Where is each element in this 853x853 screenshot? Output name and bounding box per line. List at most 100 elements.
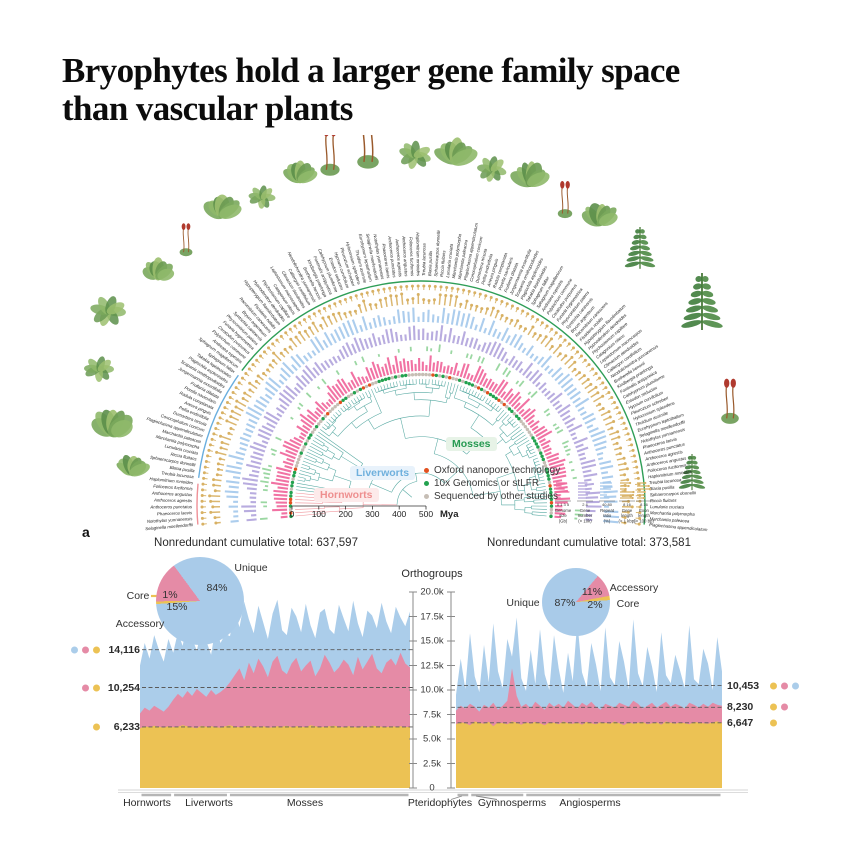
nanopore-dot-icon	[424, 468, 429, 473]
ref-dot	[781, 682, 788, 690]
plant-illustration	[477, 156, 507, 182]
species-label: Folioceros fuciformis	[647, 463, 688, 474]
plant-illustration	[320, 135, 340, 176]
svg-text:(> 100 bp): (> 100 bp)	[634, 518, 654, 523]
right-pie-unique-label: Unique	[506, 597, 540, 609]
clade-label-hornworts: Hornworts	[314, 488, 379, 502]
group-label: Pteridophytes	[407, 797, 473, 809]
bryophyte-pangene-pie	[156, 557, 244, 645]
ref-value: 10,254	[107, 681, 140, 694]
right-pie-accessory-pct: 11%	[581, 586, 603, 598]
species-label: Treubia lacunosa	[421, 243, 426, 276]
figure-title-line2: than vascular plants	[62, 88, 353, 128]
left-pie-accessory-label: Accessory	[115, 618, 165, 630]
y-axis-tick: 17.5k	[420, 611, 444, 622]
plant-illustration	[84, 356, 114, 383]
plant-illustration	[681, 273, 723, 330]
species-label: Sphaerocarpos donnellii	[650, 490, 697, 497]
plant-illustration	[434, 137, 478, 166]
legend-item: 10x Genomics or stLFR	[424, 477, 560, 490]
ref-dot	[71, 646, 78, 654]
plant-illustration	[678, 453, 706, 491]
svg-text:8 16: 8 16	[623, 502, 632, 507]
figure-title: Bryophytes hold a larger gene family spa…	[62, 52, 802, 128]
species-label: Lunularia cruciata	[650, 504, 685, 509]
y-axis-title: Orthogroups	[401, 568, 463, 580]
group-label: Liverworts	[185, 797, 233, 809]
plant-illustration	[399, 140, 431, 169]
plant-illustration	[624, 226, 656, 269]
left-pie-accessory-pct: 15%	[166, 601, 188, 613]
ref-dot	[82, 646, 89, 654]
plant-illustration	[91, 409, 133, 438]
svg-text:0: 0	[290, 509, 295, 519]
other-studies-dot-icon	[424, 494, 429, 499]
sequencing-tech-dots	[288, 372, 554, 519]
ref-value: 6,233	[113, 720, 140, 733]
plant-illustration	[203, 194, 242, 220]
legend-label: Oxford nanopore technology	[434, 465, 561, 476]
ref-dot	[82, 684, 89, 691]
species-label: Folioceros fuciformis	[153, 484, 193, 492]
svg-text:size: size	[559, 513, 567, 518]
ref-value: 14,116	[108, 643, 140, 656]
svg-text:300: 300	[365, 509, 379, 519]
svg-text:40 80: 40 80	[602, 502, 613, 507]
ref-value: 6,647	[727, 716, 754, 729]
group-label: Hornworts	[123, 797, 171, 809]
y-axis-tick: 0	[429, 782, 435, 794]
ref-value: 10,453	[727, 679, 760, 692]
plant-illustration	[283, 160, 318, 184]
plant-illustration	[510, 161, 550, 188]
species-label: Marchantia polymorpha	[451, 233, 462, 279]
right-pie-title: Nonredundant cumulative total: 373,581	[487, 537, 691, 549]
svg-text:(Gb): (Gb)	[559, 518, 568, 523]
plant-illustration	[116, 454, 150, 477]
species-label: Marchantia polymorpha	[650, 510, 696, 517]
species-label: Blasia pusilla	[169, 465, 195, 474]
svg-text:(> 1 kbp): (> 1 kbp)	[618, 518, 636, 523]
species-label: Blasia pusilla	[649, 484, 675, 491]
species-label: Riccia fluitans	[650, 498, 677, 503]
tenx-dot-icon	[424, 481, 429, 486]
species-label: Marchantia paleacea	[457, 239, 469, 280]
ref-dot	[770, 703, 777, 711]
phylo-tree	[295, 379, 547, 517]
species-label: Marchantia paleacea	[649, 516, 690, 523]
species-label: Anthoceros angustus	[151, 490, 193, 497]
species-label: Folioceros fuciformis	[408, 237, 415, 277]
species-label: Phaeoceros laevis	[157, 510, 193, 516]
genome-stat-rings	[200, 284, 642, 526]
svg-text:Gene: Gene	[622, 508, 633, 513]
orthogroup-area-charts	[118, 591, 748, 800]
svg-text:length: length	[621, 513, 633, 518]
plant-illustration	[581, 203, 618, 227]
plant-illustration	[142, 257, 175, 281]
svg-text:Gene: Gene	[580, 508, 591, 513]
group-label: Gymnosperms	[477, 797, 547, 809]
left-pie-unique-label: Unique	[234, 562, 268, 574]
svg-text:2 4: 2 4	[582, 502, 588, 507]
plant-illustration	[357, 135, 379, 169]
y-axis-tick: 5.0k	[423, 733, 441, 745]
ref-dot	[93, 646, 100, 654]
plant-illustrations	[84, 135, 739, 491]
svg-text:ratio: ratio	[603, 513, 612, 518]
species-label: Plagiochasma appendiculatum	[649, 522, 708, 532]
plant-illustration	[179, 223, 193, 257]
species-label: Treubia lacunosa	[161, 470, 195, 479]
species-label: Anthoceros angustus	[401, 235, 409, 277]
y-axis-tick: 7.5k	[423, 709, 441, 720]
species-label: Lunularia cruciata	[445, 243, 454, 278]
y-axis-tick: 10.0k	[420, 684, 444, 696]
figure-title-line1: Bryophytes hold a larger gene family spa…	[62, 51, 680, 90]
svg-text:Mya: Mya	[440, 509, 459, 520]
ref-dot	[770, 682, 777, 690]
svg-text:100: 100	[312, 509, 326, 519]
ref-value: 8,230	[727, 701, 754, 714]
svg-text:Genome: Genome	[555, 508, 572, 513]
plant-illustration	[721, 378, 739, 424]
legend-item: Sequenced by other studies	[424, 490, 560, 503]
